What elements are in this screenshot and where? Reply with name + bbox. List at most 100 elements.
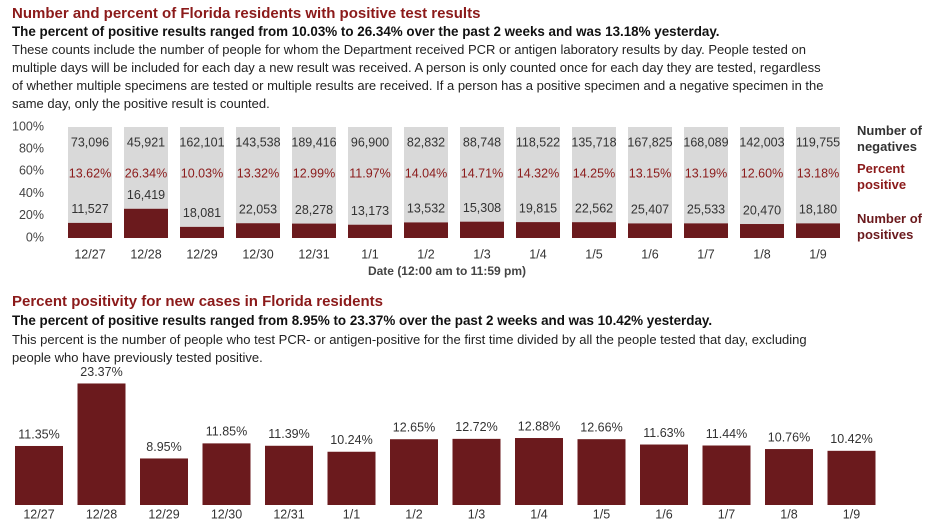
x-tick-label: 12/28 [86, 507, 117, 521]
bar [77, 383, 126, 505]
x-tick-label: 12/28 [130, 247, 161, 261]
data-label: 25,533 [687, 203, 725, 217]
x-tick-label: 12/27 [74, 247, 105, 261]
bar-segment [292, 127, 336, 224]
x-tick-label: 1/9 [809, 247, 826, 261]
x-tick-label: 1/5 [593, 507, 610, 521]
bar [15, 445, 63, 505]
data-label: 12.72% [455, 420, 497, 434]
x-tick-label: 1/6 [641, 247, 658, 261]
bar-segment [404, 127, 448, 223]
data-label: 167,825 [627, 135, 672, 149]
data-label: 13,532 [407, 202, 445, 216]
data-label: 26.34% [125, 166, 167, 180]
data-label: 25,407 [631, 203, 669, 217]
x-tick-label: 12/27 [23, 507, 54, 521]
data-label: 88,748 [463, 135, 501, 149]
x-tick-label: 1/8 [780, 507, 797, 521]
data-label: 143,538 [235, 135, 280, 149]
bar-segment [516, 127, 560, 223]
data-label: 13.32% [237, 166, 279, 180]
data-label: 168,089 [683, 135, 728, 149]
data-label: 18,180 [799, 203, 837, 217]
x-tick-label: 1/9 [843, 507, 860, 521]
data-label: 16,419 [127, 188, 165, 202]
x-tick-label: 1/3 [473, 247, 490, 261]
x-tick-label: 1/6 [655, 507, 672, 521]
bar [202, 443, 251, 505]
data-label: 12.66% [580, 420, 622, 434]
bar-segment [460, 127, 504, 222]
bar-segment [348, 127, 392, 225]
y-tick-label: 20% [19, 208, 44, 222]
legend-entry: Number of positives [857, 211, 922, 242]
x-tick-label: 12/31 [273, 507, 304, 521]
x-tick-label: 1/1 [361, 247, 378, 261]
chart-description: This percent is the number of people who… [12, 332, 807, 365]
data-label: 10.42% [830, 432, 872, 446]
bar-segment [740, 127, 784, 225]
x-tick-label: 1/2 [405, 507, 422, 521]
x-tick-label: 1/7 [697, 247, 714, 261]
y-tick-label: 60% [19, 164, 44, 178]
bar-segment [180, 127, 224, 227]
data-label: 18,081 [183, 206, 221, 220]
chart-title: Number and percent of Florida residents … [12, 5, 481, 22]
data-label: 10.24% [330, 433, 372, 447]
chart-subtitle: The percent of positive results ranged f… [12, 313, 713, 328]
bar-segment [572, 127, 616, 223]
bar [390, 439, 438, 505]
x-tick-label: 1/5 [585, 247, 602, 261]
data-label: 11,527 [71, 202, 108, 216]
bar-segment [236, 223, 280, 238]
x-tick-label: 1/8 [753, 247, 770, 261]
data-label: 20,470 [743, 203, 781, 217]
data-label: 13.18% [797, 166, 839, 180]
bar [577, 439, 626, 505]
y-tick-label: 0% [26, 230, 44, 244]
bar-segment [740, 224, 784, 238]
data-label: 10.76% [768, 430, 810, 444]
x-tick-label: 1/2 [417, 247, 434, 261]
x-tick-label: 1/4 [529, 247, 546, 261]
data-label: 12.60% [741, 166, 783, 180]
bar-segment [236, 127, 280, 224]
x-tick-label: 12/31 [298, 247, 329, 261]
data-label: 45,921 [127, 135, 165, 149]
x-tick-label: 12/30 [211, 507, 242, 521]
x-tick-label: 12/30 [242, 247, 273, 261]
x-tick-label: 12/29 [186, 247, 217, 261]
bar [702, 445, 751, 505]
data-label: 82,832 [407, 135, 445, 149]
data-label: 14.32% [517, 166, 559, 180]
data-label: 22,053 [239, 203, 277, 217]
x-tick-label: 1/3 [468, 507, 485, 521]
bar-segment [68, 222, 112, 238]
data-label: 13,173 [351, 204, 389, 218]
data-label: 12.99% [293, 166, 335, 180]
data-label: 13.15% [629, 166, 671, 180]
data-label: 15,308 [463, 201, 501, 215]
legend-entry: Percent positive [857, 161, 907, 192]
data-label: 22,562 [575, 201, 613, 215]
data-label: 19,815 [519, 201, 557, 215]
data-label: 96,900 [351, 135, 389, 149]
bar-segment [180, 226, 224, 238]
bar [515, 438, 563, 505]
bar-segment [124, 208, 168, 238]
x-tick-label: 12/29 [148, 507, 179, 521]
data-label: 73,096 [71, 135, 109, 149]
y-tick-label: 80% [19, 141, 44, 155]
bar [827, 450, 876, 505]
data-label: 11.39% [268, 427, 309, 441]
bar-segment [124, 127, 168, 209]
data-label: 13.62% [69, 166, 111, 180]
chart-subtitle: The percent of positive results ranged f… [12, 24, 720, 39]
y-tick-label: 100% [12, 119, 44, 133]
bar-segment [404, 222, 448, 238]
data-label: 14.71% [461, 166, 503, 180]
legend-entry: Number of negatives [857, 123, 922, 154]
bar [327, 451, 376, 505]
bar-segment [348, 224, 392, 238]
